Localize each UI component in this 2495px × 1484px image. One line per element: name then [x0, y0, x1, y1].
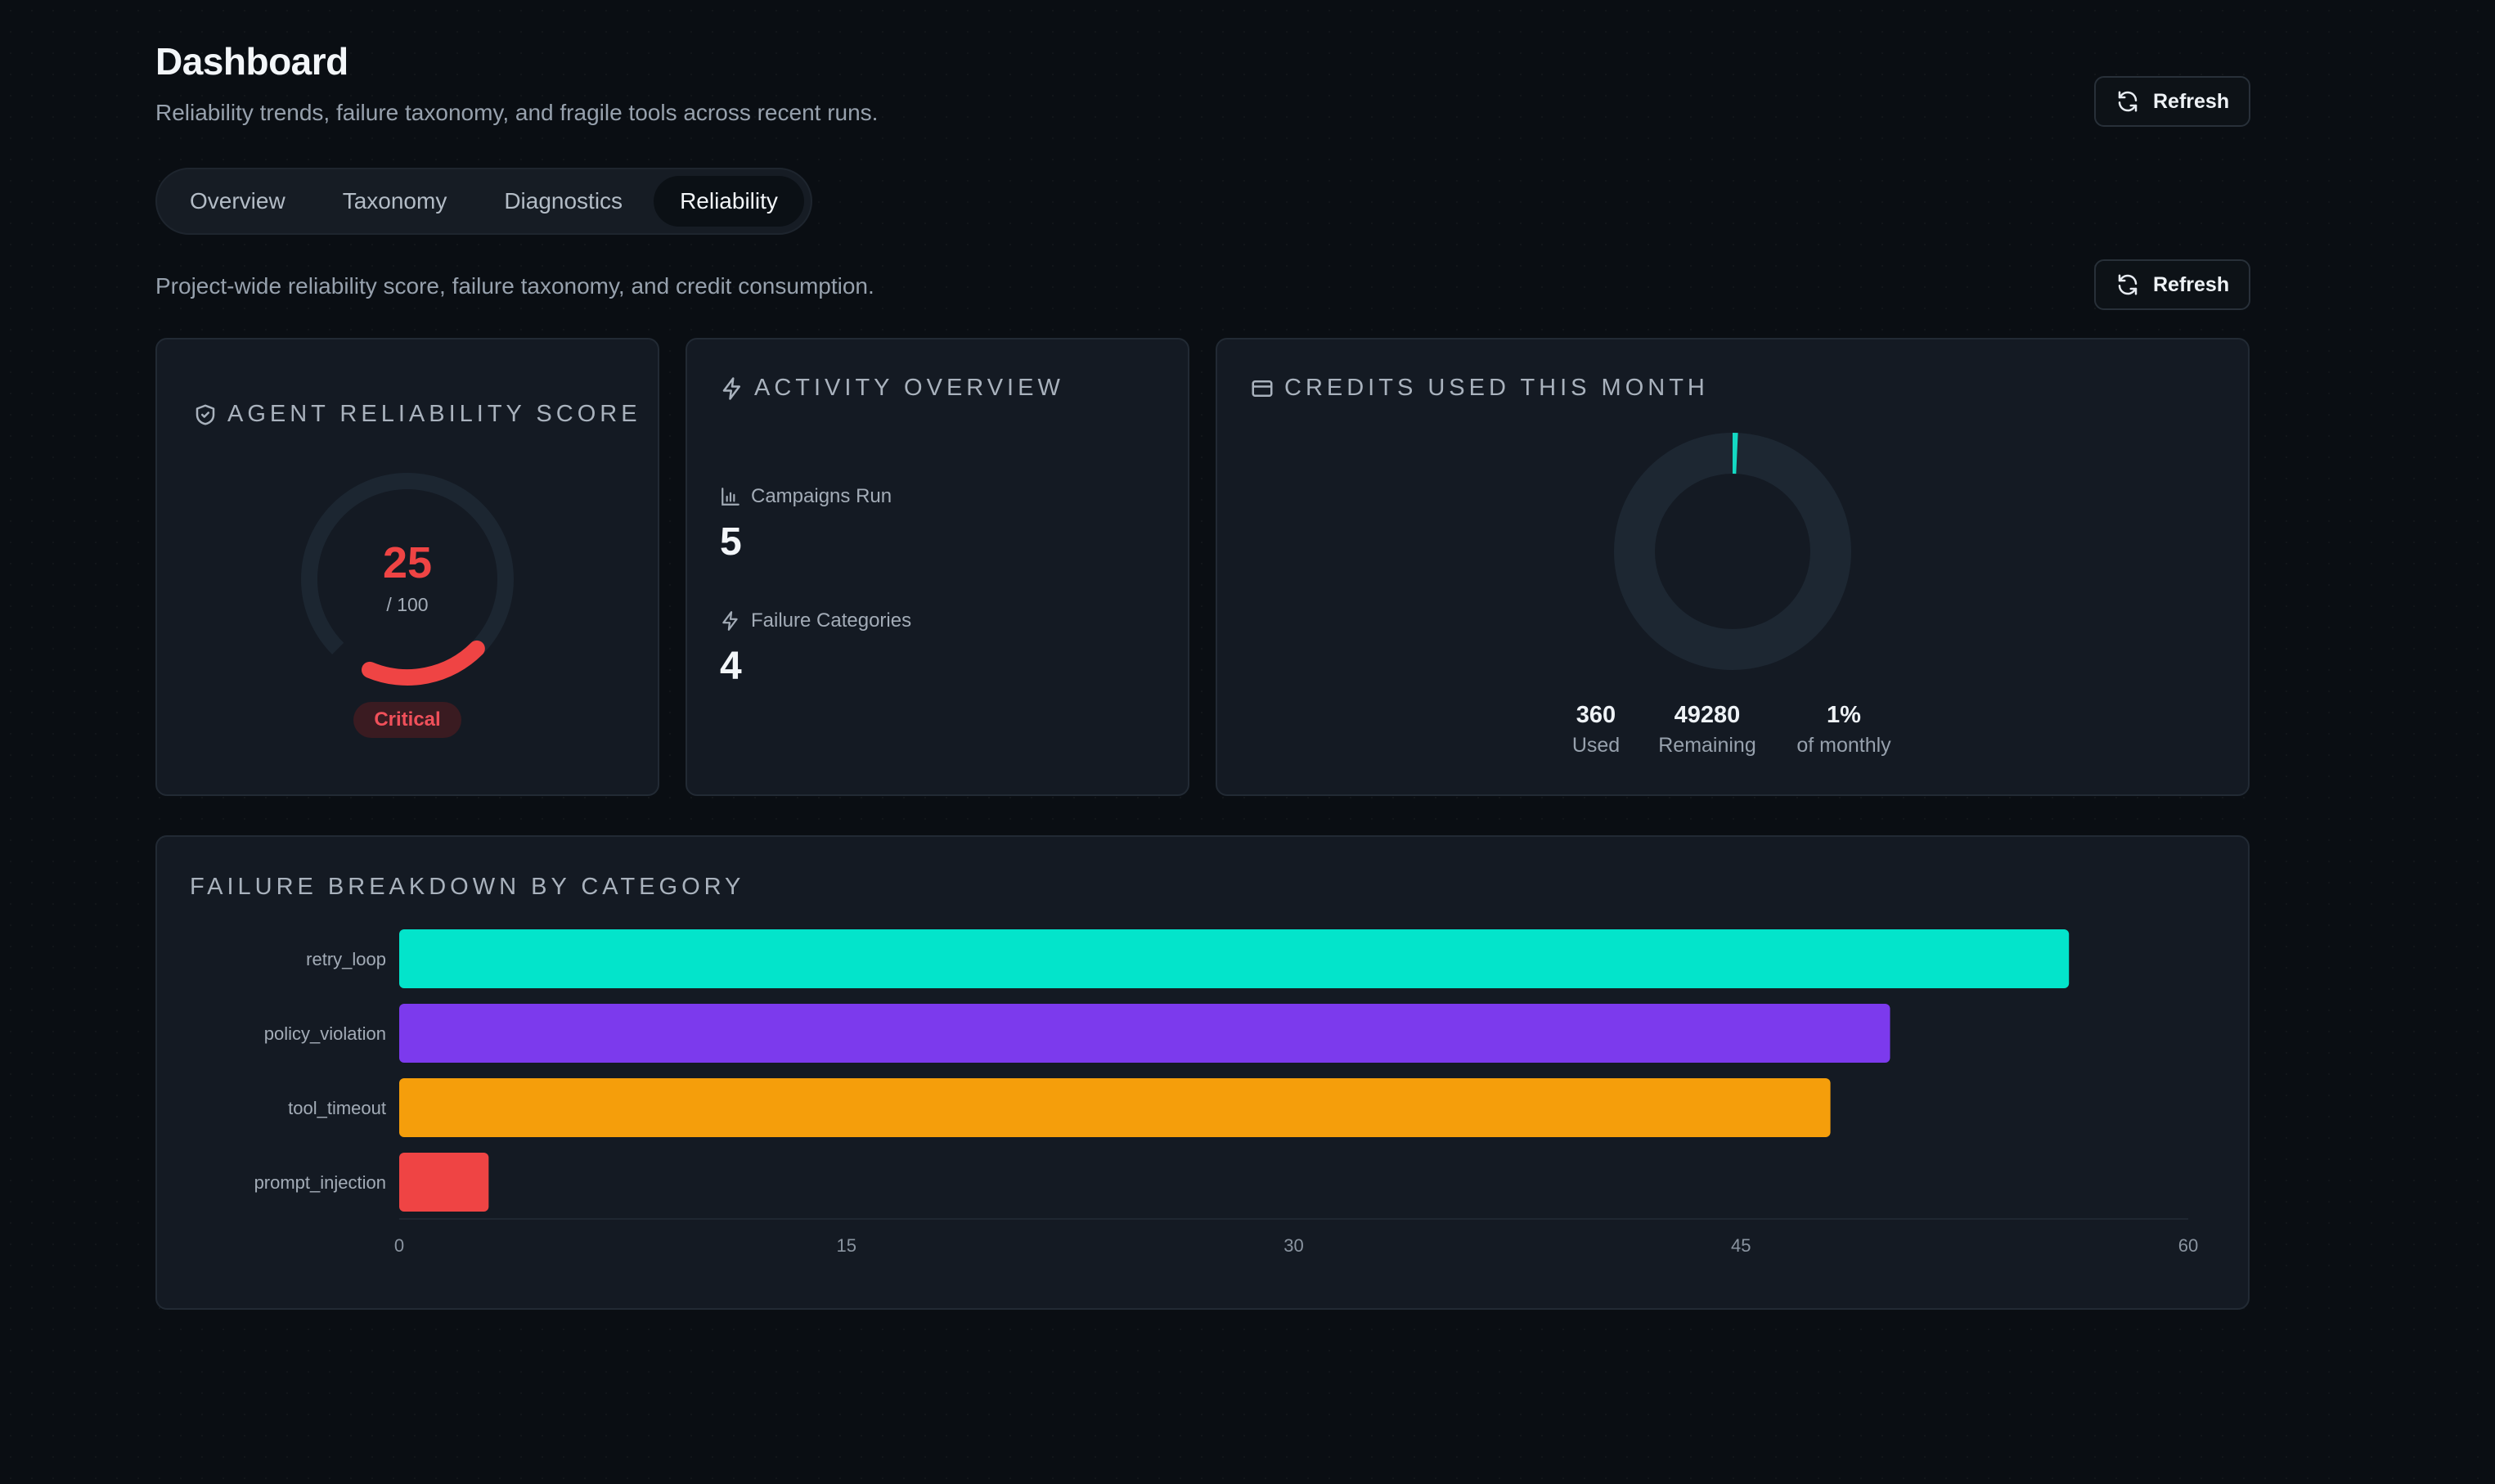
category-label-policy-violation: policy_violation [264, 1023, 386, 1044]
tab-diagnostics[interactable]: Diagnostics [504, 188, 623, 214]
status-badge: Critical [353, 702, 461, 738]
failure-categories-label: Failure Categories [751, 609, 912, 632]
donut-track [1614, 433, 1851, 670]
donut-used-segment [1614, 433, 1851, 670]
bar-tool-timeout [399, 1078, 1831, 1137]
credits-remaining-value: 49280 [1674, 702, 1741, 728]
section-description: Project-wide reliability score, failure … [155, 273, 874, 299]
category-label-tool-timeout: tool_timeout [288, 1098, 386, 1118]
page-title: Dashboard [155, 40, 348, 83]
x-tick-label: 45 [1731, 1235, 1751, 1256]
x-tick-label: 0 [394, 1235, 404, 1256]
activity-card-title: ACTIVITY OVERVIEW [720, 375, 1064, 402]
failure-breakdown-chart: retry_loop policy_violation tool_timeoutpr… [254, 929, 2198, 1256]
credit-card-icon [1252, 380, 1273, 397]
tab-reliability[interactable]: Reliability [654, 176, 804, 227]
credits-used-label: Used [1571, 734, 1621, 757]
credits-remaining-stat: 49280 Remaining [1625, 702, 1789, 758]
failure-breakdown-title: FAILURE BREAKDOWN BY CATEGORY [190, 874, 745, 900]
reliability-gauge [301, 473, 514, 686]
activity-overview-card [686, 338, 1189, 796]
category-label-retry-loop: retry_loop [306, 949, 386, 969]
credits-percent-label: of monthly [1796, 734, 1891, 757]
reliability-score-value: 25 [382, 538, 433, 587]
bar-prompt-injection [399, 1153, 489, 1212]
refresh-icon [2118, 91, 2138, 112]
credits-donut [1614, 433, 1851, 670]
header-refresh-button[interactable]: Refresh [2094, 76, 2251, 127]
refresh-icon [2118, 274, 2138, 295]
credits-card-title: CREDITS USED THIS MONTH [1250, 375, 1709, 402]
reliability-card-title: AGENT RELIABILITY SCORE [193, 401, 641, 428]
tab-taxonomy[interactable]: Taxonomy [342, 188, 447, 214]
failure-categories-value: 4 [720, 645, 742, 688]
campaigns-run-stat: Campaigns Run 5 [720, 485, 892, 564]
page-subtitle: Reliability trends, failure taxonomy, an… [155, 100, 879, 125]
credits-percent-value: 1% [1827, 702, 1861, 728]
tab-overview[interactable]: Overview [190, 188, 285, 214]
x-tick-label: 30 [1283, 1235, 1303, 1256]
reliability-score-max: / 100 [386, 594, 429, 615]
campaigns-run-label: Campaigns Run [751, 485, 892, 507]
lightning-icon [722, 376, 740, 400]
tab-bar: Overview Taxonomy Diagnostics Reliabilit… [155, 168, 812, 235]
failure-breakdown-card [155, 835, 2250, 1310]
refresh-label: Refresh [2153, 272, 2230, 296]
credits-used-stat: 360 Used [1514, 702, 1678, 758]
category-label-prompt-injection: prompt_injection [254, 1172, 386, 1193]
x-tick-label: 60 [2178, 1235, 2198, 1256]
lightning-icon [722, 611, 738, 631]
credits-percent-stat: 1% of monthly [1762, 702, 1926, 758]
campaigns-run-value: 5 [720, 520, 742, 564]
section-refresh-button[interactable]: Refresh [2094, 259, 2251, 310]
refresh-label: Refresh [2153, 89, 2230, 113]
x-tick-label: 15 [837, 1235, 856, 1256]
failure-categories-stat: Failure Categories 4 [720, 609, 911, 689]
credits-card [1216, 338, 2250, 796]
bar-retry-loop [399, 929, 2070, 988]
bar-policy-violation [399, 1004, 1890, 1063]
credits-used-value: 360 [1576, 702, 1616, 728]
bar-chart-icon [722, 488, 740, 506]
credits-remaining-label: Remaining [1658, 734, 1756, 757]
shield-icon [196, 404, 215, 425]
gauge-fill [301, 473, 514, 686]
